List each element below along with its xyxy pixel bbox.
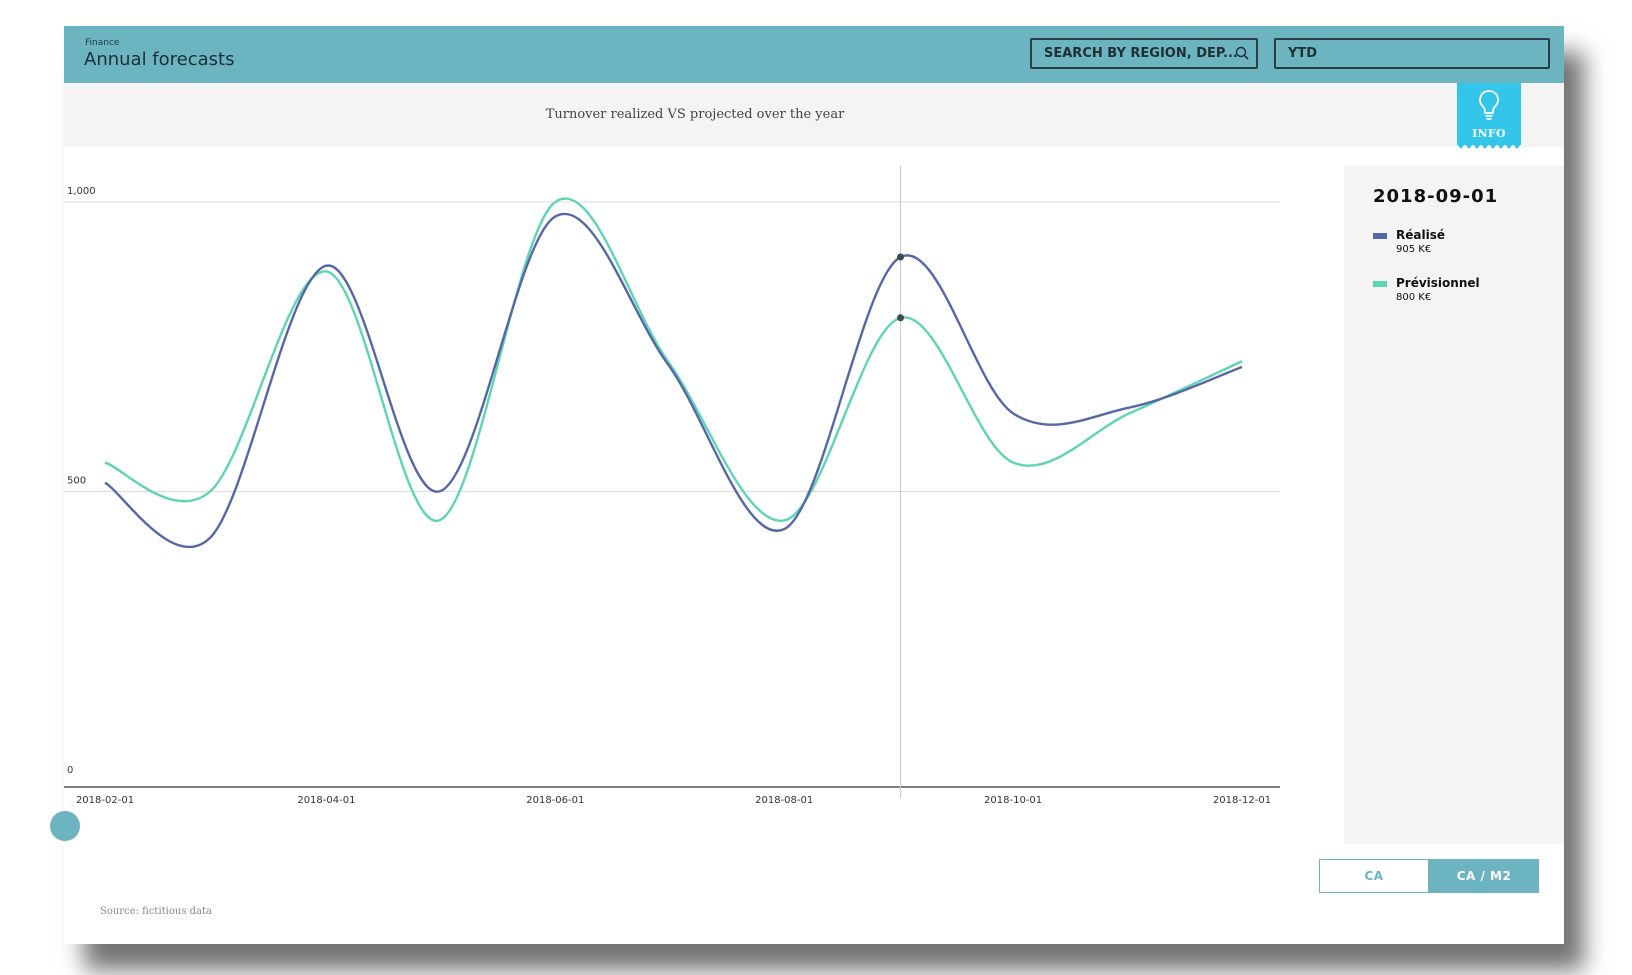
page-title: Annual forecasts	[84, 49, 235, 70]
tooltip-item-value: 905 K€	[1396, 244, 1432, 255]
side-handle-button[interactable]	[50, 811, 80, 841]
toggle-ca[interactable]: CA	[1319, 859, 1429, 893]
tooltip-item-value: 800 K€	[1396, 292, 1432, 303]
chart-subtitle: Turnover realized VS projected over the …	[545, 107, 845, 122]
dashboard-card: Finance Annual forecasts SEARCH BY REGIO…	[50, 26, 1564, 944]
search-placeholder: SEARCH BY REGION, DEP...	[1044, 46, 1238, 61]
series-line-previsionnel	[104, 197, 1243, 522]
source-note: Source: fictitious data	[100, 906, 212, 917]
hover-point-realise	[897, 253, 905, 261]
y-tick-label: 500	[67, 476, 86, 487]
ribbon-edge	[1457, 144, 1521, 149]
x-tick-label: 2018-10-01	[984, 795, 1042, 806]
y-tick-label: 1,000	[67, 186, 96, 197]
search-icon[interactable]	[1235, 46, 1249, 60]
info-label: INFO	[1472, 127, 1506, 140]
hover-point-previsionnel	[897, 314, 905, 322]
line-chart: 0 500 1,000 2018-02-01 2018-04-01 2018-06-01 2…	[64, 166, 1280, 806]
info-button[interactable]: INFO	[1457, 83, 1521, 149]
x-tick-label: 2018-04-01	[297, 795, 355, 806]
tooltip-date: 2018-09-01	[1373, 186, 1499, 207]
tooltip-panel: 2018-09-01 Réalisé 905 K€ Prévisionnel 8…	[1344, 166, 1564, 844]
metric-toggle: CA CA / M2	[1319, 859, 1539, 893]
search-input[interactable]: SEARCH BY REGION, DEP...	[1030, 38, 1258, 69]
period-select[interactable]: YTD	[1274, 38, 1550, 69]
breadcrumb[interactable]: Finance	[85, 38, 120, 48]
lightbulb-icon	[1479, 90, 1499, 120]
series-line-realise	[104, 212, 1243, 549]
x-tick-label: 2018-12-01	[1213, 795, 1271, 806]
chart-header: Turnover realized VS projected over the …	[64, 83, 1564, 149]
legend-swatch-realise	[1373, 233, 1387, 239]
legend-swatch-previsionnel	[1373, 281, 1387, 287]
tooltip-item-name: Prévisionnel	[1396, 276, 1480, 290]
x-tick-label: 2018-06-01	[526, 795, 584, 806]
x-tick-label: 2018-08-01	[755, 795, 813, 806]
y-tick-label: 0	[67, 765, 73, 776]
tooltip-item-name: Réalisé	[1396, 228, 1445, 242]
x-tick-label: 2018-02-01	[76, 795, 134, 806]
toggle-ca-m2[interactable]: CA / M2	[1429, 859, 1539, 893]
top-bar: Finance Annual forecasts SEARCH BY REGIO…	[64, 26, 1564, 83]
